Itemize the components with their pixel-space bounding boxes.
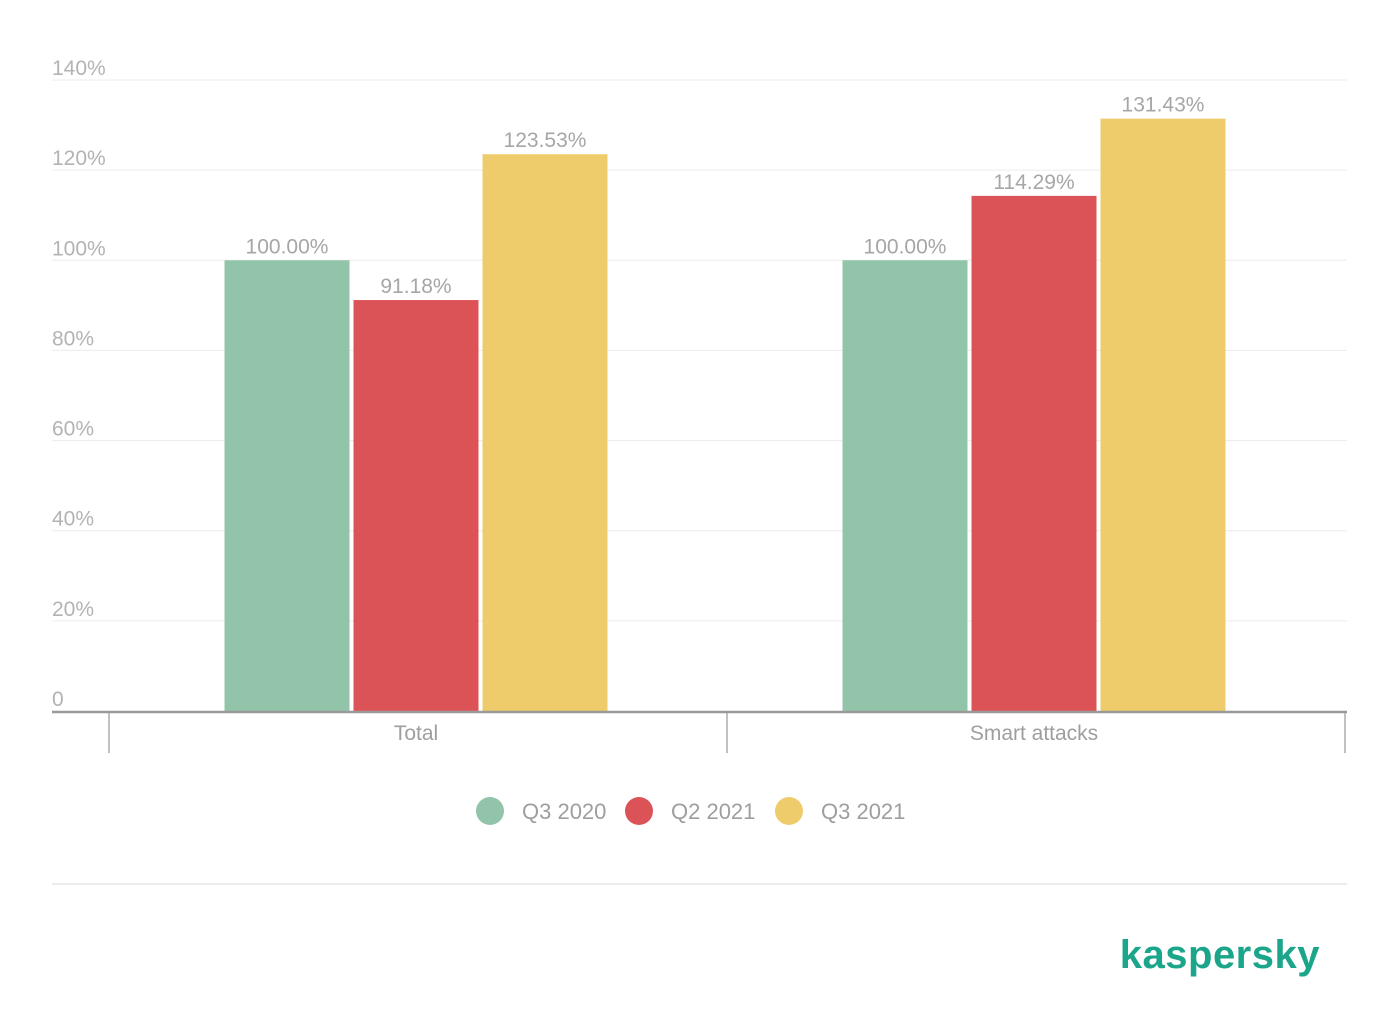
x-axis	[52, 710, 1347, 753]
bar	[353, 300, 479, 711]
y-tick-label: 0	[52, 688, 64, 711]
legend-item: Q3 2021	[775, 797, 905, 825]
category-label: Smart attacks	[970, 722, 1098, 745]
bar	[482, 154, 608, 711]
y-tick-label: 80%	[52, 327, 94, 350]
data-label: 100.00%	[246, 235, 329, 258]
bar	[971, 195, 1097, 711]
category-label: Total	[394, 722, 438, 745]
legend-swatch	[476, 797, 504, 825]
data-label: 91.18%	[380, 275, 451, 298]
y-tick-label: 20%	[52, 598, 94, 621]
bar	[224, 260, 350, 711]
legend: Q3 2020 Q2 2021 Q3 2021	[476, 797, 905, 825]
data-label: 123.53%	[504, 129, 587, 152]
bars	[224, 118, 1226, 711]
data-labels: 100.00% 91.18% 123.53% 100.00% 114.29% 131.43…	[246, 94, 1205, 298]
kaspersky-logo: kaspersky	[1120, 933, 1320, 977]
bar	[842, 260, 968, 711]
legend-swatch	[775, 797, 803, 825]
y-tick-label: 40%	[52, 508, 94, 531]
category-labels: Total Smart attacks	[394, 722, 1098, 745]
legend-swatch	[625, 797, 653, 825]
data-label: 114.29%	[993, 171, 1074, 194]
y-tick-label: 100%	[52, 237, 106, 260]
legend-label: Q2 2021	[671, 799, 755, 824]
legend-item: Q3 2020	[476, 797, 606, 825]
bar	[1100, 118, 1226, 711]
y-tick-label: 140%	[52, 57, 106, 80]
y-axis-ticks: 0 20% 40% 60% 80% 100% 120% 140%	[52, 57, 106, 711]
data-label: 100.00%	[864, 235, 947, 258]
y-tick-label: 60%	[52, 418, 94, 441]
legend-label: Q3 2021	[821, 799, 905, 824]
legend-item: Q2 2021	[625, 797, 755, 825]
data-label: 131.43%	[1122, 94, 1205, 117]
legend-label: Q3 2020	[522, 799, 606, 824]
y-tick-label: 120%	[52, 147, 106, 170]
